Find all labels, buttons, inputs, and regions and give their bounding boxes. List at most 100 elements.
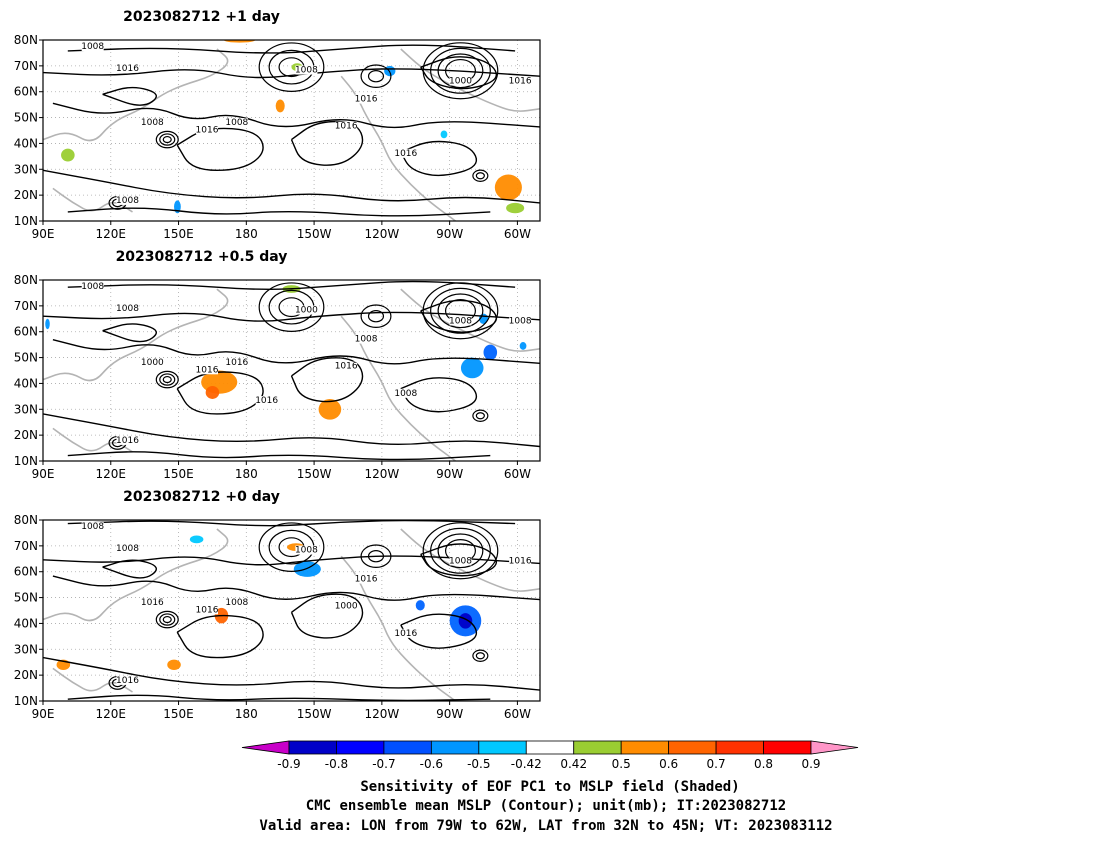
- coastline: [340, 75, 456, 221]
- lon-tick-label: 120E: [96, 707, 127, 721]
- mslp-contour: [67, 451, 491, 461]
- mslp-contour: [67, 44, 516, 54]
- mslp-contour: [422, 522, 499, 580]
- mslp-contour: [67, 280, 516, 290]
- mslp-contour: [472, 169, 489, 182]
- mslp-contour: [176, 614, 264, 659]
- lat-tick-label: 80N: [14, 33, 38, 47]
- mslp-contour: [162, 615, 172, 624]
- contour-label: 1008: [81, 42, 104, 52]
- mslp-contour: [67, 207, 491, 217]
- contour-label: 1008: [225, 118, 248, 128]
- mslp-contour: [52, 575, 540, 601]
- panel-frame: [42, 39, 541, 222]
- contour-label: 1000: [295, 306, 318, 316]
- lon-tick-label: 120E: [96, 467, 127, 481]
- mslp-contour: [290, 120, 364, 166]
- lon-tick-label: 150E: [163, 707, 194, 721]
- mslp-contour: [367, 70, 385, 83]
- coastline: [43, 528, 229, 622]
- mslp-contour: [67, 694, 491, 701]
- contour-label: 1016: [394, 629, 417, 639]
- panel-title: 2023082712 +0 day: [123, 489, 280, 505]
- sensitivity-shade: [61, 148, 75, 162]
- lon-tick-label: 150W: [297, 467, 332, 481]
- lon-tick-label: 90E: [32, 467, 55, 481]
- mslp-contour: [475, 412, 485, 420]
- mslp-contour: [422, 282, 499, 340]
- sensitivity-shade: [483, 344, 498, 361]
- mslp-contour: [367, 310, 385, 323]
- lat-tick-label: 30N: [14, 642, 38, 656]
- contour-label: 1016: [355, 95, 378, 105]
- contour-label: 1016: [335, 362, 358, 372]
- contour-label: 1008: [355, 335, 378, 345]
- mslp-contour: [43, 311, 540, 322]
- contour-label: 1008: [81, 282, 104, 292]
- contour-label: 1008: [225, 598, 248, 608]
- colorbar-label: -0.42: [511, 757, 542, 771]
- lat-tick-label: 60N: [14, 85, 38, 99]
- mslp-contour: [437, 533, 484, 569]
- sensitivity-shade: [167, 659, 181, 670]
- sensitivity-shade: [415, 600, 425, 611]
- coastline: [340, 315, 456, 461]
- lat-tick-label: 80N: [14, 273, 38, 287]
- contour-label: 1008: [81, 522, 104, 532]
- lat-tick-label: 80N: [14, 513, 38, 527]
- mslp-contour: [52, 102, 540, 129]
- lat-tick-label: 40N: [14, 136, 38, 150]
- colorbar-label: -0.8: [325, 757, 348, 771]
- lon-tick-label: 60W: [504, 467, 531, 481]
- mslp-contour: [162, 375, 172, 384]
- contour-label: 1008: [141, 118, 164, 128]
- lon-tick-label: 150W: [297, 227, 332, 241]
- mslp-contour: [472, 649, 489, 662]
- mslp-contour: [258, 522, 325, 572]
- colorbar-swatch: [620, 740, 670, 755]
- mslp-contour: [430, 287, 491, 334]
- sensitivity-shade: [494, 174, 522, 201]
- colorbar-label: 0.5: [612, 757, 631, 771]
- caption-line-2: CMC ensemble mean MSLP (Contour); unit(m…: [306, 798, 786, 814]
- contour-label: 1008: [394, 389, 417, 399]
- sensitivity-shade: [275, 99, 285, 113]
- lat-tick-label: 40N: [14, 616, 38, 630]
- lat-tick-label: 10N: [14, 214, 38, 228]
- mslp-contour: [52, 339, 540, 365]
- sensitivity-shade: [458, 613, 473, 629]
- mslp-contour: [290, 357, 364, 403]
- lon-tick-label: 120E: [96, 227, 127, 241]
- contour-label: 1016: [116, 64, 139, 74]
- sensitivity-shade: [45, 318, 50, 330]
- colorbar-swatch: [241, 740, 290, 755]
- colorbar-swatch: [668, 740, 717, 755]
- colorbar-label: 0.9: [801, 757, 820, 771]
- contour-label: 1000: [449, 76, 472, 86]
- lon-tick-label: 90W: [436, 707, 463, 721]
- mslp-contour: [102, 559, 157, 579]
- contour-label: 1016: [394, 149, 417, 159]
- colorbar-swatch: [715, 740, 764, 755]
- lat-tick-label: 60N: [14, 325, 38, 339]
- contour-label: 1008: [116, 304, 139, 314]
- mslp-contour: [159, 613, 176, 626]
- contour-label: 1008: [449, 316, 472, 326]
- caption-line-1: Sensitivity of EOF PC1 to MSLP field (Sh…: [360, 779, 739, 795]
- caption: Sensitivity of EOF PC1 to MSLP field (Sh…: [259, 779, 832, 834]
- mslp-contour: [43, 169, 540, 204]
- mslp-contour: [422, 42, 499, 100]
- sensitivity-shade: [440, 130, 448, 139]
- colorbar-swatch: [288, 740, 337, 755]
- mslp-contour: [475, 652, 485, 660]
- lon-tick-label: 120W: [364, 227, 399, 241]
- lon-tick-label: 150W: [297, 707, 332, 721]
- lon-tick-label: 60W: [504, 707, 531, 721]
- mslp-contour: [102, 323, 157, 343]
- contour-label: 1016: [225, 358, 248, 368]
- lat-tick-label: 60N: [14, 565, 38, 579]
- lat-tick-label: 50N: [14, 351, 38, 365]
- panel-frame: [42, 279, 541, 462]
- sensitivity-shade: [506, 202, 525, 214]
- mslp-contour: [162, 135, 172, 144]
